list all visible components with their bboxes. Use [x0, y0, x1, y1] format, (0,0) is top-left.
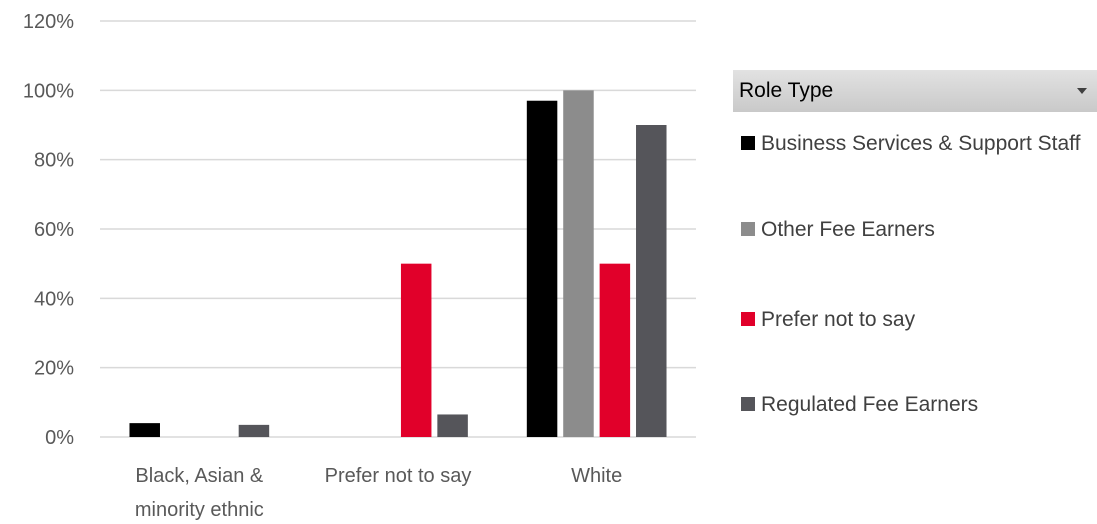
x-category-label: White [571, 465, 622, 487]
bar [636, 125, 667, 437]
legend-swatch [741, 397, 755, 411]
y-tick-label: 80% [34, 150, 74, 172]
y-tick-label: 0% [45, 427, 74, 449]
y-tick-label: 100% [23, 80, 74, 102]
y-tick-label: 120% [23, 11, 74, 33]
legend-swatch [741, 222, 755, 236]
y-tick-label: 60% [34, 219, 74, 241]
legend-item-label: Regulated Fee Earners [761, 393, 979, 416]
legend-item-label: Prefer not to say [761, 308, 916, 331]
bars [129, 90, 667, 437]
bar [599, 263, 631, 437]
legend-item-prefer-not-to-say[interactable]: Prefer not to say [741, 303, 1091, 336]
legend-item-label: Business Services & Support Staff [761, 132, 1081, 155]
bar [526, 100, 558, 437]
bar [400, 263, 432, 437]
bar [238, 424, 270, 437]
legend-swatch [741, 312, 755, 326]
legend-role-type: Role Type Business Services & Support St… [733, 70, 1097, 416]
legend-item-other-fee-earners[interactable]: Other Fee Earners [741, 213, 1091, 246]
x-axis-category-labels: Black, Asian & minority ethnic Prefer not … [135, 465, 622, 521]
x-category-label: Prefer not to say [325, 465, 472, 487]
bar [563, 90, 594, 437]
legend-title: Role Type [739, 79, 834, 102]
bar [129, 423, 160, 437]
bar [437, 414, 468, 437]
legend-filter-dropdown[interactable]: Role Type [733, 70, 1097, 112]
y-tick-label: 20% [34, 358, 74, 380]
legend-item-regulated-fee-earners[interactable]: Regulated Fee Earners [741, 388, 1091, 421]
gridlines [100, 20, 696, 438]
legend-item-business-services[interactable]: Business Services & Support Staff [741, 127, 1091, 160]
legend-item-label: Other Fee Earners [761, 218, 935, 241]
x-category-label: minority ethnic [135, 499, 264, 521]
dropdown-arrow-icon[interactable] [1077, 88, 1087, 94]
legend-swatch [741, 136, 755, 150]
x-category-label: Black, Asian & [135, 465, 264, 487]
y-tick-label: 40% [34, 288, 74, 310]
y-axis-tick-labels: 0% 20% 40% 60% 80% 100% 120% [23, 11, 74, 449]
bar-chart: 0% 20% 40% 60% 80% 100% 120% Black, Asian & min… [23, 11, 696, 521]
